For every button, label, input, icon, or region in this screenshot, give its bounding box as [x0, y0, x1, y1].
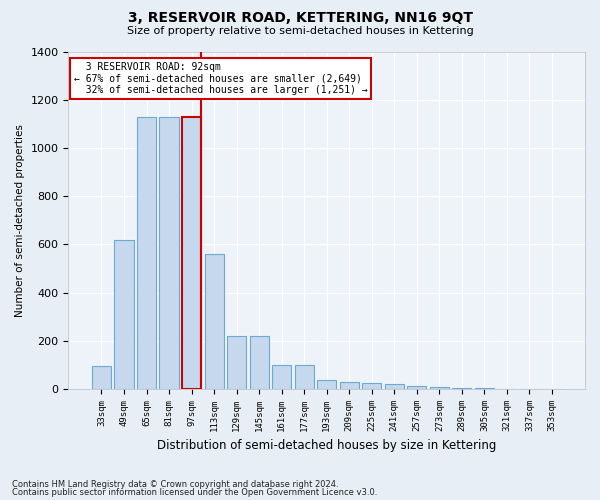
X-axis label: Distribution of semi-detached houses by size in Kettering: Distribution of semi-detached houses by …	[157, 440, 496, 452]
Bar	[92, 366, 111, 389]
Bar	[272, 365, 291, 389]
Text: Contains public sector information licensed under the Open Government Licence v3: Contains public sector information licen…	[12, 488, 377, 497]
Bar	[137, 116, 156, 389]
Bar	[407, 386, 427, 389]
Bar	[160, 116, 179, 389]
Bar	[430, 387, 449, 389]
Bar	[182, 116, 201, 389]
Bar	[317, 380, 336, 389]
Bar	[475, 388, 494, 389]
Text: Size of property relative to semi-detached houses in Kettering: Size of property relative to semi-detach…	[127, 26, 473, 36]
Bar	[227, 336, 246, 389]
Bar	[362, 383, 382, 389]
Bar	[115, 240, 134, 389]
Y-axis label: Number of semi-detached properties: Number of semi-detached properties	[15, 124, 25, 317]
Bar	[452, 388, 472, 389]
Bar	[250, 336, 269, 389]
Bar	[385, 384, 404, 389]
Bar	[205, 254, 224, 389]
Bar	[340, 382, 359, 389]
Text: Contains HM Land Registry data © Crown copyright and database right 2024.: Contains HM Land Registry data © Crown c…	[12, 480, 338, 489]
Text: 3, RESERVOIR ROAD, KETTERING, NN16 9QT: 3, RESERVOIR ROAD, KETTERING, NN16 9QT	[128, 11, 473, 25]
Text: 3 RESERVOIR ROAD: 92sqm
← 67% of semi-detached houses are smaller (2,649)
  32% : 3 RESERVOIR ROAD: 92sqm ← 67% of semi-de…	[74, 62, 367, 95]
Bar	[295, 365, 314, 389]
